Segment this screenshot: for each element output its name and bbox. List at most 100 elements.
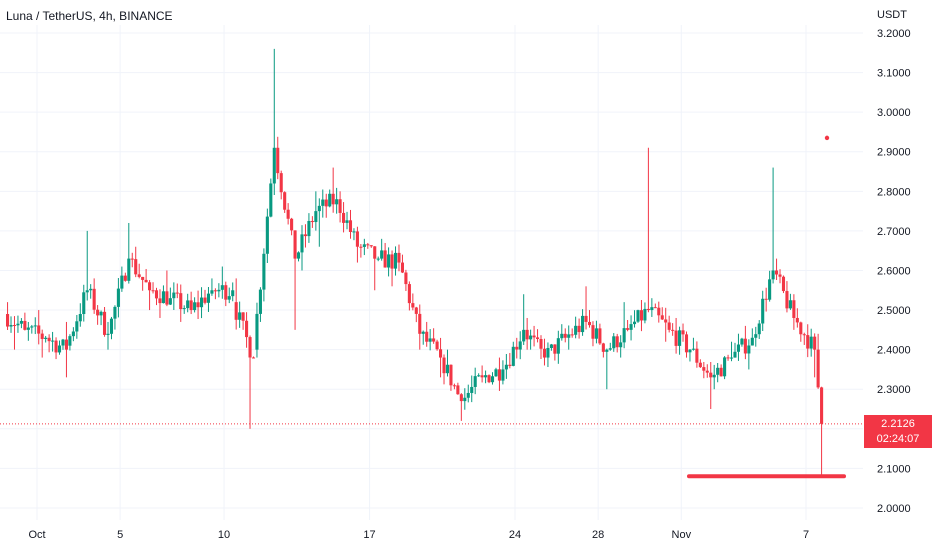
- candle-body: [716, 367, 720, 375]
- candle-body: [116, 288, 120, 307]
- candle-body: [456, 385, 460, 395]
- candle-body: [321, 199, 325, 206]
- candle-body: [778, 274, 782, 277]
- last-price-countdown: 02:24:07: [876, 433, 920, 445]
- candle-body: [515, 346, 519, 350]
- price-axis[interactable]: 3.2000 3.1000 3.0000 2.9000 2.8000 2.7000 2.60…: [877, 28, 911, 515]
- candle-body: [19, 320, 23, 324]
- candle-body: [743, 338, 747, 354]
- candle-body: [546, 348, 550, 358]
- candle-body: [629, 324, 633, 330]
- candle-body: [64, 339, 68, 350]
- candle-body: [109, 318, 114, 334]
- grid-lines: [0, 25, 863, 520]
- candle-body: [314, 211, 318, 223]
- candle-body: [480, 375, 484, 378]
- candle-body: [234, 302, 238, 320]
- candle-body: [251, 357, 256, 359]
- candle-body: [141, 276, 145, 280]
- candle-body: [33, 325, 37, 327]
- candle-body: [300, 234, 304, 253]
- candle-body: [68, 336, 72, 346]
- candle-body: [785, 291, 789, 309]
- y-tick-label: 2.9000: [877, 147, 911, 159]
- candle-body: [594, 328, 598, 339]
- candle-body: [626, 328, 630, 330]
- candle-body: [726, 357, 730, 359]
- candle-body: [123, 275, 127, 281]
- candle-body: [435, 341, 439, 350]
- candle-body: [581, 315, 585, 333]
- candle-body: [120, 275, 124, 289]
- candles: [6, 48, 824, 477]
- candle-body: [736, 344, 741, 352]
- candle-body: [657, 307, 661, 316]
- candle-body: [619, 342, 623, 348]
- x-tick-label: Oct: [28, 529, 45, 541]
- candle-body: [335, 199, 339, 205]
- x-tick-label: Nov: [672, 529, 692, 541]
- candle-body: [220, 285, 224, 290]
- candle-body: [432, 338, 436, 342]
- candle-body: [231, 290, 235, 297]
- candle-body: [227, 296, 231, 300]
- candle-body: [168, 298, 172, 305]
- candle-body: [283, 192, 287, 210]
- candle-body: [144, 279, 148, 283]
- candle-body: [290, 218, 294, 231]
- candle-body: [317, 205, 321, 212]
- candle-body: [529, 335, 533, 340]
- candle-body: [265, 216, 269, 254]
- candle-body: [425, 331, 429, 342]
- candle-body: [667, 322, 671, 330]
- candle-body: [23, 320, 27, 330]
- candle-body: [16, 323, 20, 326]
- candle-body: [397, 252, 401, 263]
- candle-body: [331, 193, 335, 205]
- candle-body: [272, 147, 276, 184]
- candle-body: [678, 330, 682, 346]
- candle-body: [643, 308, 647, 321]
- candle-body: [186, 300, 190, 309]
- candle-body: [78, 314, 82, 322]
- candle-body: [30, 326, 34, 328]
- candle-body: [161, 291, 165, 304]
- candle-body: [37, 325, 41, 334]
- candle-body: [660, 315, 664, 320]
- candle-body: [574, 325, 578, 335]
- x-tick-label: 7: [803, 529, 809, 541]
- candle-body: [646, 308, 650, 311]
- candle-body: [605, 349, 609, 352]
- candle-body: [154, 290, 159, 299]
- candle-body: [497, 369, 501, 381]
- candle-body: [328, 193, 332, 207]
- candle-body: [799, 322, 803, 335]
- candle-body: [539, 339, 543, 349]
- candle-body: [210, 290, 214, 294]
- candle-body: [775, 270, 779, 275]
- candle-body: [684, 334, 689, 353]
- candle-body: [809, 336, 813, 349]
- y-tick-label: 3.0000: [877, 107, 911, 119]
- candle-body: [348, 220, 353, 233]
- candle-body: [504, 364, 508, 370]
- candle-body: [276, 147, 280, 174]
- candle-body: [255, 313, 259, 350]
- time-axis[interactable]: Oct 5 10 17 24 28 Nov 7: [28, 529, 809, 541]
- candle-body: [61, 339, 65, 346]
- candle-body: [494, 369, 498, 377]
- candle-body: [584, 315, 588, 322]
- candle-body: [293, 230, 297, 259]
- candle-body: [542, 348, 547, 358]
- candle-body: [577, 325, 581, 333]
- candle-body: [709, 372, 713, 378]
- candle-body: [712, 374, 716, 378]
- candle-body: [463, 397, 467, 402]
- candle-body: [723, 357, 727, 377]
- candle-body: [764, 298, 768, 300]
- candle-body: [757, 323, 761, 335]
- candle-body: [553, 344, 557, 354]
- candle-body: [702, 367, 706, 371]
- candle-body: [653, 307, 657, 309]
